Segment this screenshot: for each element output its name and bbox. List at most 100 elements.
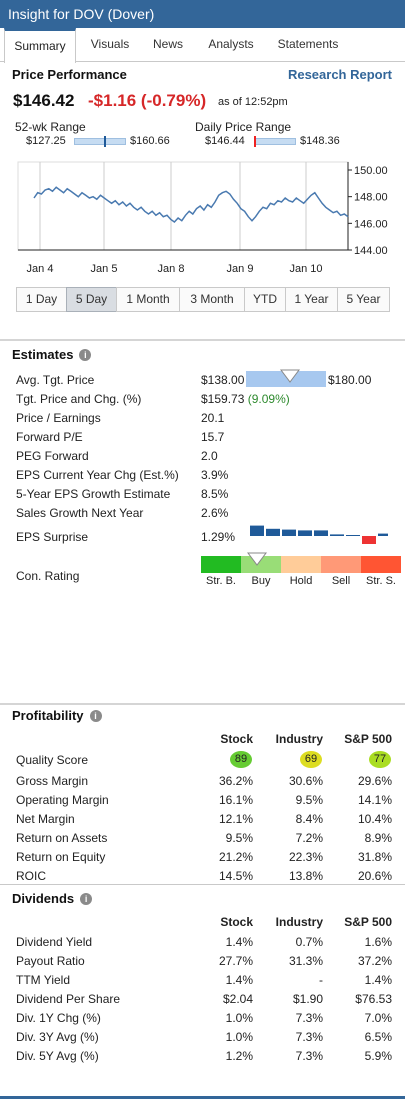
dividends-section-heading: Dividends i xyxy=(12,891,93,906)
info-icon[interactable]: i xyxy=(89,710,102,722)
row-label: PEG Forward xyxy=(16,449,89,463)
daily-high: $148.36 xyxy=(300,135,340,147)
period-5-day[interactable]: 5 Day xyxy=(66,287,117,312)
table-cell: 1.2% xyxy=(225,1049,253,1063)
daily-range-bar xyxy=(254,138,296,145)
row-label: Payout Ratio xyxy=(16,954,85,968)
period-1-day[interactable]: 1 Day xyxy=(16,287,67,312)
period-1-month[interactable]: 1 Month xyxy=(116,287,180,312)
week52-range-bar xyxy=(74,138,126,145)
target-range-bar xyxy=(246,371,326,387)
target-price: $159.73 xyxy=(201,392,245,406)
tab-news[interactable]: News xyxy=(152,37,183,51)
row-label: Con. Rating xyxy=(16,569,80,583)
col-head-industry: Industry xyxy=(275,915,323,929)
dividends-heading: Dividends xyxy=(12,891,75,906)
table-cell: 7.3% xyxy=(295,1011,323,1025)
table-cell: 1.4% xyxy=(364,973,392,987)
period-1-year[interactable]: 1 Year xyxy=(285,287,338,312)
row-label: Avg. Tgt. Price xyxy=(16,373,95,387)
eps-surprise-bar xyxy=(378,533,388,536)
table-cell: 1.4% xyxy=(225,935,253,949)
eps-surprise-chart xyxy=(250,525,388,544)
price-chart[interactable]: 150.00 148.00 146.00 144.00 Jan 4 Jan 5 Jan 8 J… xyxy=(0,158,405,278)
eps-surprise-bar xyxy=(314,530,328,536)
quality-score-sp500: 77 xyxy=(369,751,391,768)
info-icon[interactable]: i xyxy=(80,893,93,905)
table-cell: $2.04 xyxy=(222,992,253,1006)
price-change: -$1.16 (-0.79%) xyxy=(88,91,207,110)
x-tick-label: Jan 4 xyxy=(27,263,54,275)
week52-range-label: 52-wk Range xyxy=(15,120,86,134)
col-head-stock: Stock xyxy=(220,732,253,746)
table-cell: 6.5% xyxy=(364,1030,392,1044)
profitability-section-heading: Profitability i xyxy=(12,708,102,723)
quality-score-stock: 89 xyxy=(230,751,252,768)
rating-segment xyxy=(281,556,321,573)
row-label: EPS Surprise xyxy=(16,530,89,544)
table-cell: 9.5% xyxy=(225,831,253,845)
row-label: Div. 3Y Avg (%) xyxy=(16,1030,99,1044)
row-label: Return on Equity xyxy=(16,850,106,864)
table-cell: 20.6% xyxy=(357,869,392,883)
table-cell: 14.5% xyxy=(218,869,253,883)
rating-segment xyxy=(321,556,361,573)
eps-surprise-bar xyxy=(282,529,296,536)
row-value: 15.7 xyxy=(201,430,225,444)
quality-score-industry: 69 xyxy=(300,751,322,768)
row-value: 2.6% xyxy=(201,506,229,520)
tab-visuals[interactable]: Visuals xyxy=(90,37,130,51)
row-label: Net Margin xyxy=(16,812,75,826)
x-tick-label: Jan 9 xyxy=(227,263,254,275)
rating-segment xyxy=(201,556,241,573)
row-label: Forward P/E xyxy=(16,430,83,444)
price-performance-heading: Price Performance xyxy=(12,67,127,82)
table-cell: 30.6% xyxy=(288,774,323,788)
profitability-heading: Profitability xyxy=(12,708,84,723)
table-cell: 1.6% xyxy=(364,935,392,949)
eps-surprise-bar xyxy=(298,530,312,536)
research-report-link[interactable]: Research Report xyxy=(287,67,392,82)
period-ytd[interactable]: YTD xyxy=(244,287,286,312)
consensus-rating-marker-icon xyxy=(247,552,267,566)
eps-surprise-bar xyxy=(330,534,344,536)
table-cell: 37.2% xyxy=(357,954,392,968)
table-cell: $1.90 xyxy=(292,992,323,1006)
tab-statements[interactable]: Statements xyxy=(277,37,339,51)
row-label: ROIC xyxy=(16,869,46,883)
row-value: 20.1 xyxy=(201,411,225,425)
rating-segment xyxy=(361,556,401,573)
bottom-border xyxy=(0,1096,405,1099)
table-cell: 5.9% xyxy=(364,1049,392,1063)
current-price: $146.42 xyxy=(13,91,75,110)
price-series-line xyxy=(33,186,349,223)
week52-range-marker xyxy=(103,136,106,147)
tab-analysts[interactable]: Analysts xyxy=(208,37,254,51)
table-cell: 13.8% xyxy=(288,869,323,883)
tab-summary[interactable]: Summary xyxy=(4,28,76,63)
row-label: Dividend Yield xyxy=(16,935,93,949)
period-5-year[interactable]: 5 Year xyxy=(337,287,390,312)
window-title: Insight for DOV (Dover) xyxy=(0,0,405,28)
row-label: Div. 5Y Avg (%) xyxy=(16,1049,99,1063)
table-cell: 0.7% xyxy=(295,935,323,949)
table-cell: 1.0% xyxy=(225,1030,253,1044)
info-icon[interactable]: i xyxy=(79,349,92,361)
chart-frame xyxy=(17,161,349,251)
rating-label: Buy xyxy=(251,575,271,587)
section-divider xyxy=(0,703,405,705)
table-cell: 7.2% xyxy=(295,831,323,845)
table-cell: 7.0% xyxy=(364,1011,392,1025)
eps-surprise-bar xyxy=(266,528,280,536)
table-cell: 31.3% xyxy=(288,954,323,968)
week52-low: $127.25 xyxy=(26,135,66,147)
row-label: Dividend Per Share xyxy=(16,992,121,1006)
y-tick-label: 148.00 xyxy=(354,192,388,204)
x-tick-label: Jan 8 xyxy=(158,263,185,275)
period-3-month[interactable]: 3 Month xyxy=(179,287,245,312)
col-head-stock: Stock xyxy=(220,915,253,929)
table-cell: - xyxy=(319,973,323,987)
table-cell: 22.3% xyxy=(288,850,323,864)
section-divider xyxy=(0,884,405,885)
table-cell: 14.1% xyxy=(357,793,392,807)
